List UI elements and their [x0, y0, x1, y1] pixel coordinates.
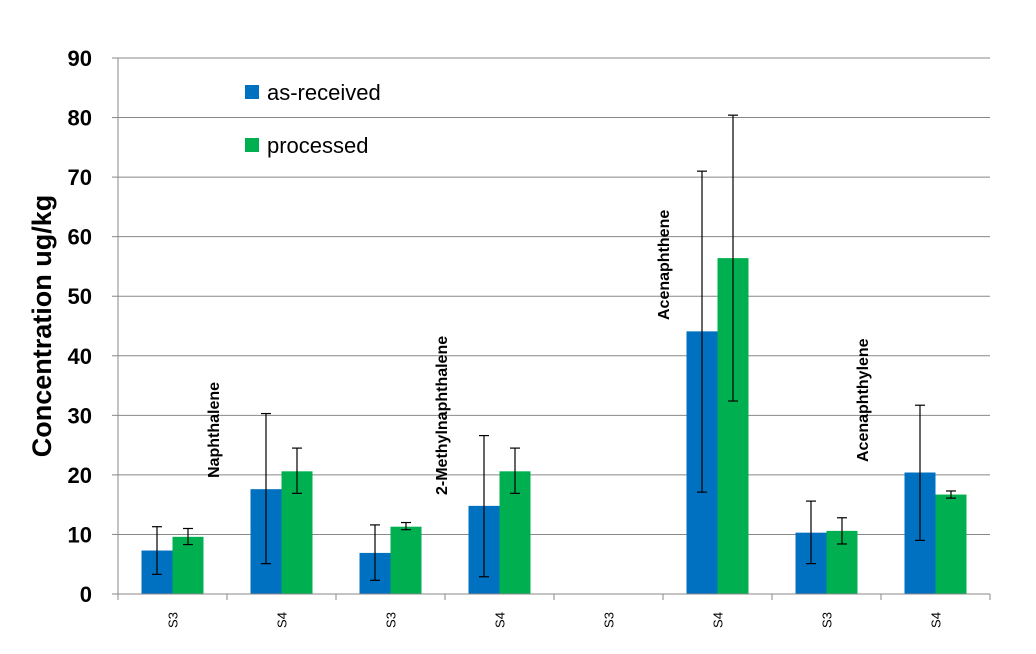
x-tick-label: S3	[166, 612, 181, 628]
bar-processed	[390, 526, 422, 594]
annotation-label: 2-Methylnaphthalene	[434, 336, 451, 495]
legend-label-processed: processed	[267, 133, 369, 158]
axes: 0 10 20 30 40 50 60 70 80 90 S3 S4 S3 S4 S3 S4 S3 S4	[68, 46, 991, 628]
legend-swatch-as-received	[245, 85, 259, 99]
x-tick-label: S4	[493, 612, 508, 628]
legend: as-received processed	[245, 80, 381, 158]
x-tick-label: S3	[384, 612, 399, 628]
y-tick-label: 50	[68, 284, 92, 309]
x-tick-label: S4	[275, 612, 290, 628]
annotation-label: Acenaphthylene	[855, 338, 872, 462]
y-tick-label: 70	[68, 165, 92, 190]
x-tick-label: S3	[602, 612, 617, 628]
y-tick-label: 20	[68, 463, 92, 488]
x-tick-label: S4	[929, 612, 944, 628]
legend-swatch-processed	[245, 138, 259, 152]
y-tick-label: 30	[68, 403, 92, 428]
y-tick-label: 0	[80, 582, 92, 607]
bar-processed	[172, 536, 204, 594]
y-tick-label: 90	[68, 46, 92, 71]
annotations: Naphthalene 2-Methylnaphthalene Acenaphthe…	[206, 210, 872, 495]
y-tick-label: 10	[68, 522, 92, 547]
y-tick-label: 80	[68, 106, 92, 131]
gridlines	[118, 57, 990, 535]
annotation-label: Naphthalene	[206, 382, 223, 478]
annotation-label: Acenaphthene	[656, 210, 673, 320]
x-tick-label: S3	[820, 612, 835, 628]
x-tick-label: S4	[711, 612, 726, 628]
legend-label-as-received: as-received	[267, 80, 381, 105]
y-axis-label: Concentration ug/kg	[27, 195, 57, 458]
y-tick-label: 40	[68, 344, 92, 369]
error-bars	[152, 114, 956, 581]
y-tick-label: 60	[68, 225, 92, 250]
bar-processed	[935, 494, 967, 594]
